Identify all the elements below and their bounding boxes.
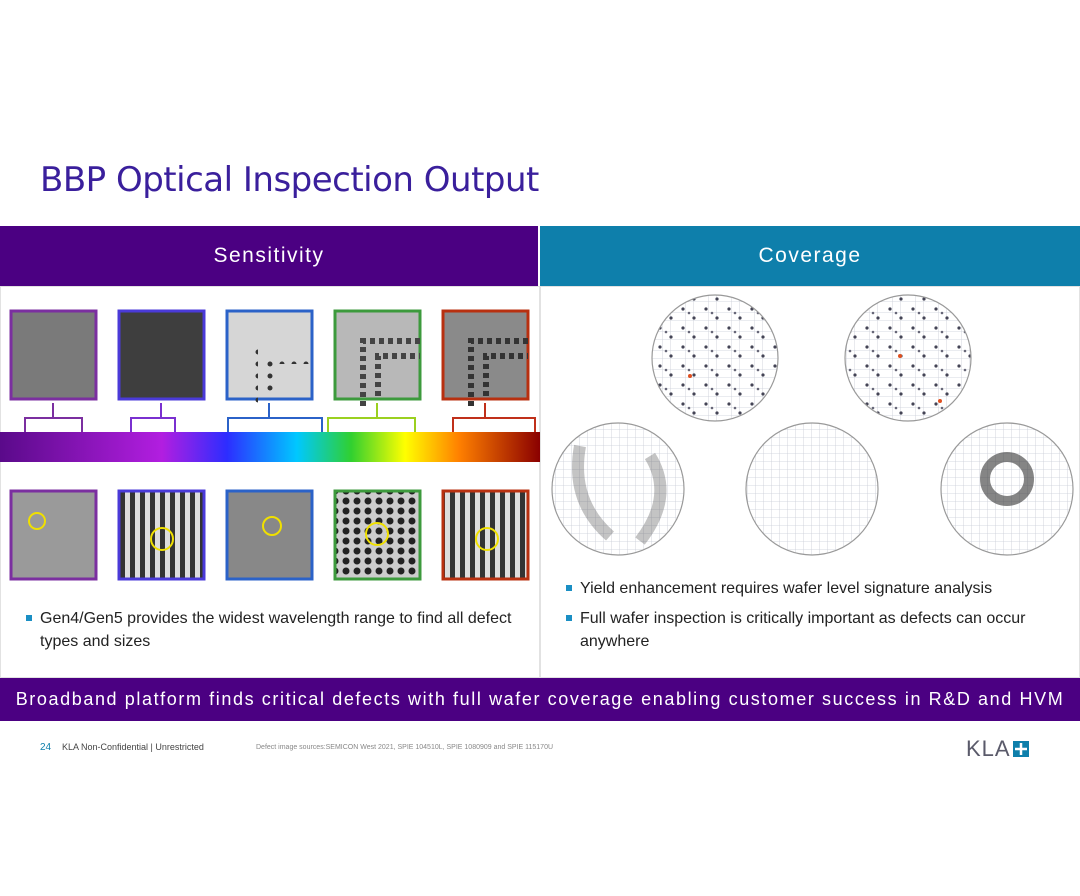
bullet-text: Yield enhancement requires wafer level s…	[566, 577, 1080, 600]
banner: Broadband platform finds critical defect…	[0, 678, 1080, 721]
bullet-text: Full wafer inspection is critically impo…	[566, 607, 1060, 653]
classification: KLA Non-Confidential | Unrestricted	[62, 742, 204, 752]
image-sources: Defect image sources:SEMICON West 2021, …	[256, 744, 554, 751]
wafer-maps	[551, 294, 1074, 556]
panel-header: Sensitivity	[0, 226, 538, 286]
logo-mark	[1012, 741, 1029, 757]
logo: KLA	[966, 736, 1029, 762]
bracket-lines	[24, 403, 536, 432]
sensitivity-panel	[0, 286, 540, 678]
panel-header: Coverage	[540, 226, 1080, 286]
bullet-text: Gen4/Gen5 provides the widest wavelength…	[26, 607, 550, 653]
optical-images	[9, 309, 530, 406]
page-number: 24	[40, 742, 52, 753]
defect-images	[9, 489, 530, 581]
logo-text: KLA	[966, 736, 1011, 761]
spectrum-bar	[0, 432, 540, 462]
slide-title: BBP Optical Inspection Output	[40, 160, 539, 200]
wavelength-figure	[0, 309, 540, 581]
